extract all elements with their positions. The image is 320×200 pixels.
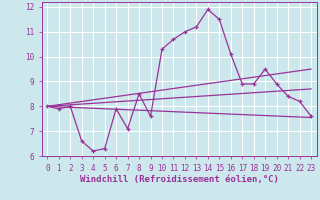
X-axis label: Windchill (Refroidissement éolien,°C): Windchill (Refroidissement éolien,°C) <box>80 175 279 184</box>
